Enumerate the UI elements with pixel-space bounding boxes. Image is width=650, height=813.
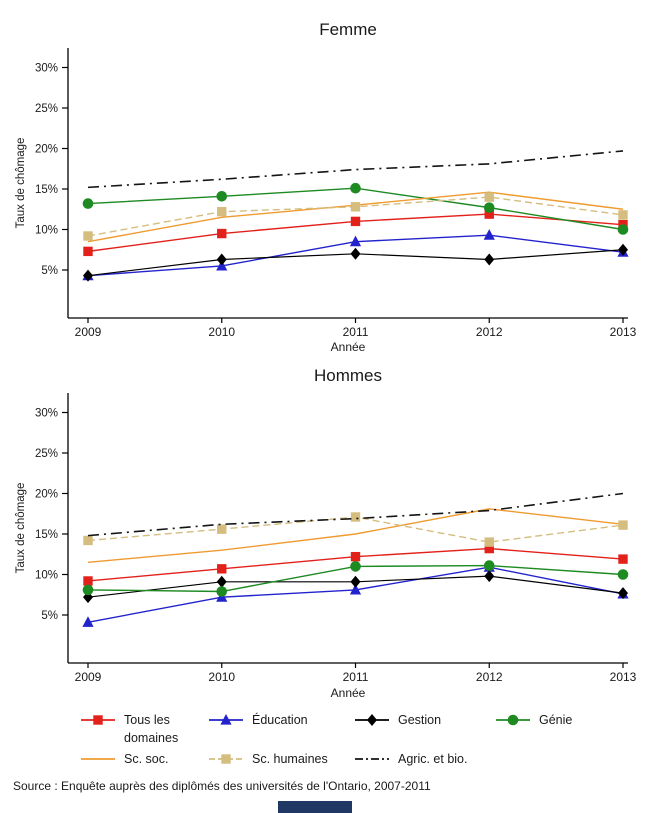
education-legend-marker-icon — [209, 714, 243, 725]
svg-text:2009: 2009 — [75, 325, 102, 339]
legend-label: Agric. et bio. — [398, 752, 468, 766]
svg-text:2013: 2013 — [610, 325, 637, 339]
hommes-y-axis-label: Taux de chômage — [15, 482, 27, 574]
svg-text:5%: 5% — [41, 265, 58, 277]
legend-item-genie: Génie — [495, 711, 572, 729]
svg-text:2011: 2011 — [343, 670, 369, 684]
femme-y-axis-label: Taux de chômage — [15, 137, 27, 229]
legend-item-agric-et-bio: Agric. et bio. — [354, 750, 467, 768]
svg-text:30%: 30% — [35, 63, 58, 75]
svg-text:2012: 2012 — [476, 325, 503, 339]
svg-text:5%: 5% — [41, 610, 58, 622]
sc-soc-legend-marker-icon — [81, 758, 115, 760]
svg-text:25%: 25% — [35, 103, 58, 115]
legend-label: Éducation — [252, 713, 308, 727]
svg-text:20%: 20% — [35, 489, 58, 501]
svg-text:2012: 2012 — [476, 670, 503, 684]
tous-les-domaines-legend-marker-icon — [81, 715, 115, 725]
legend-label: Sc. soc. — [124, 752, 169, 766]
svg-text:2010: 2010 — [208, 670, 235, 684]
legend-item-education: Éducation — [208, 711, 308, 729]
femme-x-axis-label: Année — [330, 340, 366, 354]
svg-text:10%: 10% — [35, 225, 58, 237]
svg-text:15%: 15% — [35, 184, 58, 196]
svg-text:10%: 10% — [35, 570, 58, 582]
hommes-chart-title: Hommes — [313, 366, 382, 385]
agric-et-bio-legend-marker-icon — [355, 758, 389, 760]
legend-label: Sc. humaines — [252, 752, 328, 766]
legend-label: Génie — [539, 713, 573, 727]
femme-chart: 5% 10% 15% 20% 25% 30% 2009 2010 2011 2012 2013 — [35, 48, 637, 339]
gestion-legend-marker-icon — [355, 714, 389, 726]
svg-text:15%: 15% — [35, 529, 58, 541]
hommes-x-axis-label: Année — [330, 686, 366, 700]
source-note: Source : Enquête auprès des diplômés des… — [13, 779, 431, 793]
femme-chart-title: Femme — [319, 20, 377, 39]
bottom-blue-bar — [278, 801, 352, 813]
legend-label: Tous les domaines — [124, 713, 179, 745]
svg-text:2010: 2010 — [208, 325, 235, 339]
legend-item-tous-les-domaines: Tous les domaines — [80, 711, 196, 747]
svg-text:2009: 2009 — [75, 670, 102, 684]
svg-text:25%: 25% — [35, 448, 58, 460]
svg-text:2011: 2011 — [343, 325, 369, 339]
hommes-chart: 5% 10% 15% 20% 25% 30% 2009 2010 2011 2012 2013 — [35, 393, 637, 684]
sc-humaines-legend-marker-icon — [209, 754, 243, 764]
svg-text:20%: 20% — [35, 144, 58, 156]
genie-legend-marker-icon — [496, 714, 530, 726]
legend-item-sc-humaines: Sc. humaines — [208, 750, 328, 768]
legend-item-gestion: Gestion — [354, 711, 441, 729]
svg-text:30%: 30% — [35, 408, 58, 420]
svg-text:2013: 2013 — [610, 670, 637, 684]
legend-item-sc-soc: Sc. soc. — [80, 750, 168, 768]
legend-label: Gestion — [398, 713, 442, 727]
